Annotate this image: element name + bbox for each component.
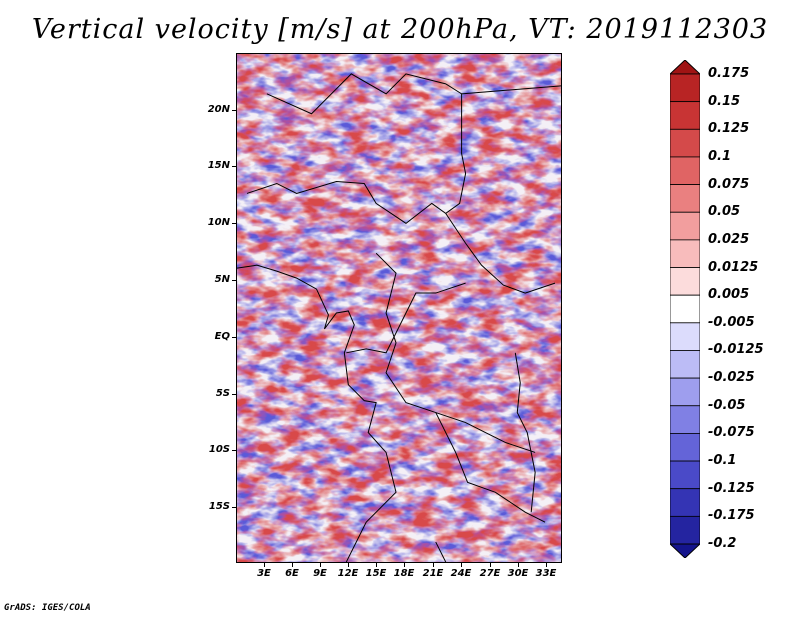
lon-label: 15E: [365, 568, 387, 579]
colorbar-segment: [670, 128, 700, 158]
lat-tick: [232, 223, 236, 224]
lon-tick: [320, 563, 321, 567]
lon-tick: [264, 563, 265, 567]
map-plot-area: [236, 53, 562, 563]
lon-label: 24E: [450, 568, 472, 579]
lat-label: 15S: [208, 501, 230, 512]
lon-label: 9E: [313, 568, 327, 579]
lat-tick: [232, 110, 236, 111]
colorbar-segment: [670, 488, 700, 517]
lat-label: 5N: [214, 274, 230, 285]
colorbar-segment: [670, 73, 700, 103]
colorbar-label: 0.075: [708, 176, 750, 192]
colorbar-label: -0.005: [708, 314, 755, 330]
lon-label: 27E: [479, 568, 501, 579]
lon-tick: [518, 563, 519, 567]
map-title: Vertical velocity [m/s] at 200hPa, VT: 2…: [31, 14, 769, 45]
lon-tick: [433, 563, 434, 567]
colorbar-segment: [670, 433, 700, 462]
colorbar-label: 0.0125: [708, 259, 759, 275]
lon-label: 6E: [285, 568, 299, 579]
colorbar-label: 0.125: [708, 121, 750, 137]
colorbar-segment: [670, 239, 700, 268]
lon-label: 33E: [535, 568, 557, 579]
colorbar-segment: [670, 515, 700, 545]
lat-tick: [232, 166, 236, 167]
lon-label: 30E: [507, 568, 529, 579]
colorbar-segment: [670, 101, 700, 130]
colorbar-segment: [670, 322, 700, 351]
lon-tick: [490, 563, 491, 567]
colorbar-label: -0.075: [708, 425, 755, 441]
colorbar-label: -0.05: [708, 397, 746, 413]
lon-tick: [348, 563, 349, 567]
colorbar-segment: [670, 350, 700, 379]
colorbar-label: 0.175: [708, 66, 750, 81]
lon-tick: [546, 563, 547, 567]
colorbar-label: -0.0125: [708, 342, 764, 358]
colorbar-segment: [670, 211, 700, 241]
lat-label: EQ: [214, 331, 230, 342]
lat-label: 15N: [207, 160, 230, 171]
colorbar: [670, 60, 700, 558]
vertical-velocity-field: [237, 54, 561, 562]
colorbar-segment: [670, 294, 700, 324]
lon-tick: [461, 563, 462, 567]
colorbar-label: -0.1: [708, 453, 737, 469]
colorbar-label: -0.175: [708, 508, 755, 524]
colorbar-segment: [670, 267, 700, 296]
lat-label: 5S: [215, 388, 230, 399]
colorbar-segment: [670, 405, 700, 434]
colorbar-segment: [670, 156, 700, 185]
lat-tick: [232, 337, 236, 338]
lon-label: 18E: [393, 568, 415, 579]
lon-label: 12E: [337, 568, 359, 579]
lat-tick: [232, 450, 236, 451]
colorbar-segment: [670, 377, 700, 407]
lat-tick: [232, 394, 236, 395]
colorbar-label: -0.025: [708, 370, 755, 386]
colorbar-label: 0.05: [708, 204, 741, 220]
lat-tick: [232, 280, 236, 281]
lon-tick: [376, 563, 377, 567]
colorbar-segment: [670, 184, 700, 213]
grads-credit: GrADS: IGES/COLA: [4, 603, 91, 613]
lat-label: 20N: [207, 104, 230, 115]
lat-label: 10N: [207, 217, 230, 228]
colorbar-segment: [670, 460, 700, 490]
colorbar-bottom-arrow: [670, 543, 700, 558]
lat-tick: [232, 507, 236, 508]
colorbar-label: 0.15: [708, 93, 741, 109]
lon-label: 21E: [422, 568, 444, 579]
colorbar-label: 0.1: [708, 148, 732, 164]
lat-label: 10S: [208, 444, 230, 455]
colorbar-label: 0.005: [708, 287, 750, 303]
lon-label: 3E: [257, 568, 271, 579]
colorbar-top-arrow: [670, 60, 700, 75]
lon-tick: [292, 563, 293, 567]
colorbar-label: 0.025: [708, 231, 750, 247]
colorbar-label: -0.2: [708, 536, 737, 551]
lon-tick: [404, 563, 405, 567]
colorbar-label: -0.125: [708, 480, 755, 496]
